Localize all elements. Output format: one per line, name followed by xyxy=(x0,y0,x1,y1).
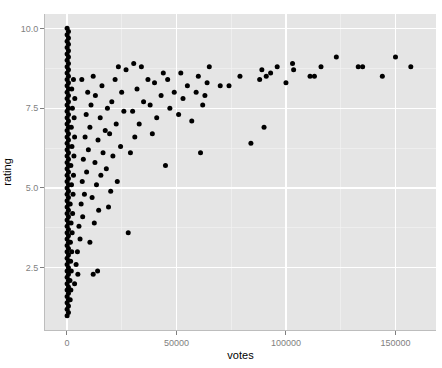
svg-text:100000: 100000 xyxy=(271,338,301,348)
svg-text:5.0: 5.0 xyxy=(26,183,39,193)
svg-text:rating: rating xyxy=(1,158,13,186)
svg-text:votes: votes xyxy=(227,349,254,361)
svg-text:150000: 150000 xyxy=(380,338,410,348)
svg-text:10.0: 10.0 xyxy=(21,24,39,34)
svg-text:7.5: 7.5 xyxy=(26,103,39,113)
svg-text:2.5: 2.5 xyxy=(26,263,39,273)
svg-text:0: 0 xyxy=(64,338,69,348)
svg-text:50000: 50000 xyxy=(164,338,189,348)
